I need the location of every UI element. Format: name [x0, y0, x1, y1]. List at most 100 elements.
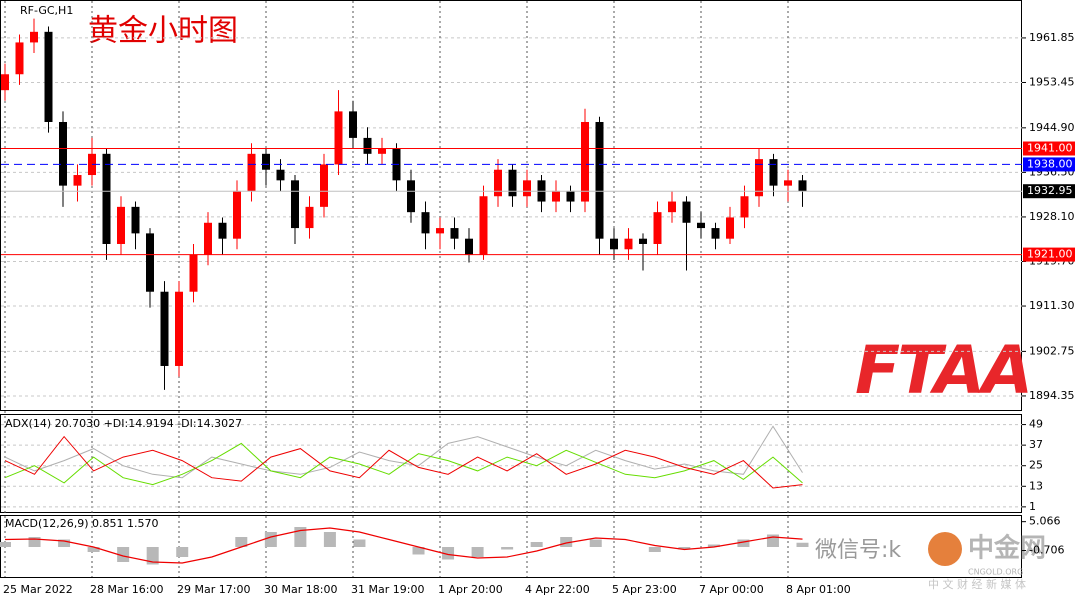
macd-bar [412, 547, 425, 555]
candle-body [378, 148, 386, 154]
y-tick-label: 1911.30 [1029, 299, 1075, 312]
indicator-line [4, 442, 803, 486]
candle-body [175, 291, 183, 366]
candle-body [1, 74, 9, 91]
macd-bar [323, 532, 336, 547]
y-tick-label: 1944.90 [1029, 121, 1075, 134]
macd-bar [264, 532, 277, 547]
macd-bar [294, 527, 307, 547]
candle-body [218, 222, 227, 239]
y-tick-label: 1961.85 [1029, 31, 1075, 44]
macd-bar [560, 537, 573, 547]
y-tick-label: 49 [1029, 418, 1043, 431]
candle-body [349, 111, 357, 138]
level-label: 1941.00 [1027, 142, 1073, 155]
indicator-line [4, 435, 803, 489]
candle-body [566, 190, 575, 202]
macd-bar [58, 539, 71, 547]
candle-body [726, 217, 734, 239]
level-label: 1938.00 [1027, 157, 1073, 170]
y-tick-label: 1 [1029, 500, 1036, 513]
x-tick-label: 30 Mar 18:00 [264, 583, 337, 596]
candle-body [479, 196, 488, 255]
macd-bar [796, 542, 809, 547]
candle-body [334, 111, 343, 165]
candle-body [508, 169, 517, 197]
candle-body [494, 169, 502, 197]
candle-body [798, 180, 807, 192]
candle-body [740, 196, 749, 218]
macd-bar [501, 547, 514, 550]
macd-bar [235, 537, 248, 547]
candle-body [421, 212, 430, 234]
watermark-wechat: 微信号:k [815, 538, 901, 563]
candle-body [291, 180, 299, 229]
candle-body [102, 153, 111, 244]
macd-bar [442, 547, 455, 560]
x-tick-label: 7 Apr 00:00 [699, 583, 764, 596]
candle-body [595, 121, 604, 239]
x-tick-label: 31 Mar 19:00 [351, 583, 424, 596]
candle-body [682, 201, 691, 223]
candle-body [363, 137, 372, 154]
candle-body [407, 180, 415, 213]
y-tick-label: 13 [1029, 479, 1043, 492]
macd-bar [471, 547, 484, 557]
x-tick-label: 4 Apr 22:00 [525, 583, 590, 596]
price-panel [0, 0, 1022, 411]
symbol: RF-GC,H1 [20, 4, 73, 17]
y-tick-label: 1928.10 [1029, 210, 1075, 223]
y-tick-label: -0.706 [1029, 544, 1064, 557]
watermark-brand: 中金网 [968, 533, 1046, 564]
macd-bar [648, 547, 661, 552]
candle-body [146, 233, 154, 292]
candle-body [320, 164, 328, 207]
level-label: 1921.00 [1027, 248, 1073, 261]
candle-body [523, 180, 531, 197]
candle-body [59, 121, 67, 186]
candle-body [653, 212, 662, 244]
candle-body [668, 201, 676, 213]
candle-body [624, 238, 633, 250]
x-tick-label: 28 Mar 16:00 [90, 583, 163, 596]
macd-bar [589, 539, 602, 547]
candle-body [610, 238, 618, 250]
signal-line [4, 527, 803, 564]
x-tick-label: 29 Mar 17:00 [177, 583, 250, 596]
indicator-line [4, 425, 803, 479]
candle-body [233, 190, 241, 239]
indicator-title: MACD(12,26,9) 0.851 1.570 [5, 517, 159, 530]
indicator-title: ADX(14) 20.7030 +DI:14.9194 -DI:14.3027 [5, 417, 242, 430]
macd-bar [530, 542, 543, 547]
macd-bar [176, 547, 189, 557]
candle-body [189, 254, 198, 292]
candle-body [465, 238, 473, 255]
macd-bar [117, 547, 130, 562]
macd-bar [146, 547, 159, 565]
y-tick-label: 5.066 [1029, 515, 1061, 528]
level-label-box [1023, 141, 1075, 156]
candle-body [204, 222, 212, 255]
macd-bar [353, 539, 366, 547]
y-tick-label: 1902.75 [1029, 344, 1075, 357]
x-tick-label: 25 Mar 2022 [3, 583, 73, 596]
logo: FTAA [855, 332, 1030, 409]
candle-body [44, 31, 53, 122]
candle-body [755, 159, 763, 197]
candle-body [450, 228, 459, 239]
level-label-box [1023, 157, 1075, 172]
candle-body [552, 190, 560, 202]
last-price-label: 1932.95 [1027, 184, 1073, 197]
watermark-site: CNGOLD.ORG [968, 568, 1023, 577]
watermark-slogan: 中 文 财 经 新 媒 体 [928, 577, 1026, 591]
candle-body [15, 42, 24, 75]
adx-panel [0, 414, 1022, 513]
y-tick-label: 1894.35 [1029, 389, 1075, 402]
y-tick-label: 37 [1029, 438, 1043, 451]
candle-body [30, 31, 38, 43]
candle-body [131, 206, 140, 234]
y-tick-label: 1953.45 [1029, 75, 1075, 88]
candle-body [697, 222, 705, 229]
candle-body [276, 169, 285, 181]
macd-bar [0, 542, 11, 547]
